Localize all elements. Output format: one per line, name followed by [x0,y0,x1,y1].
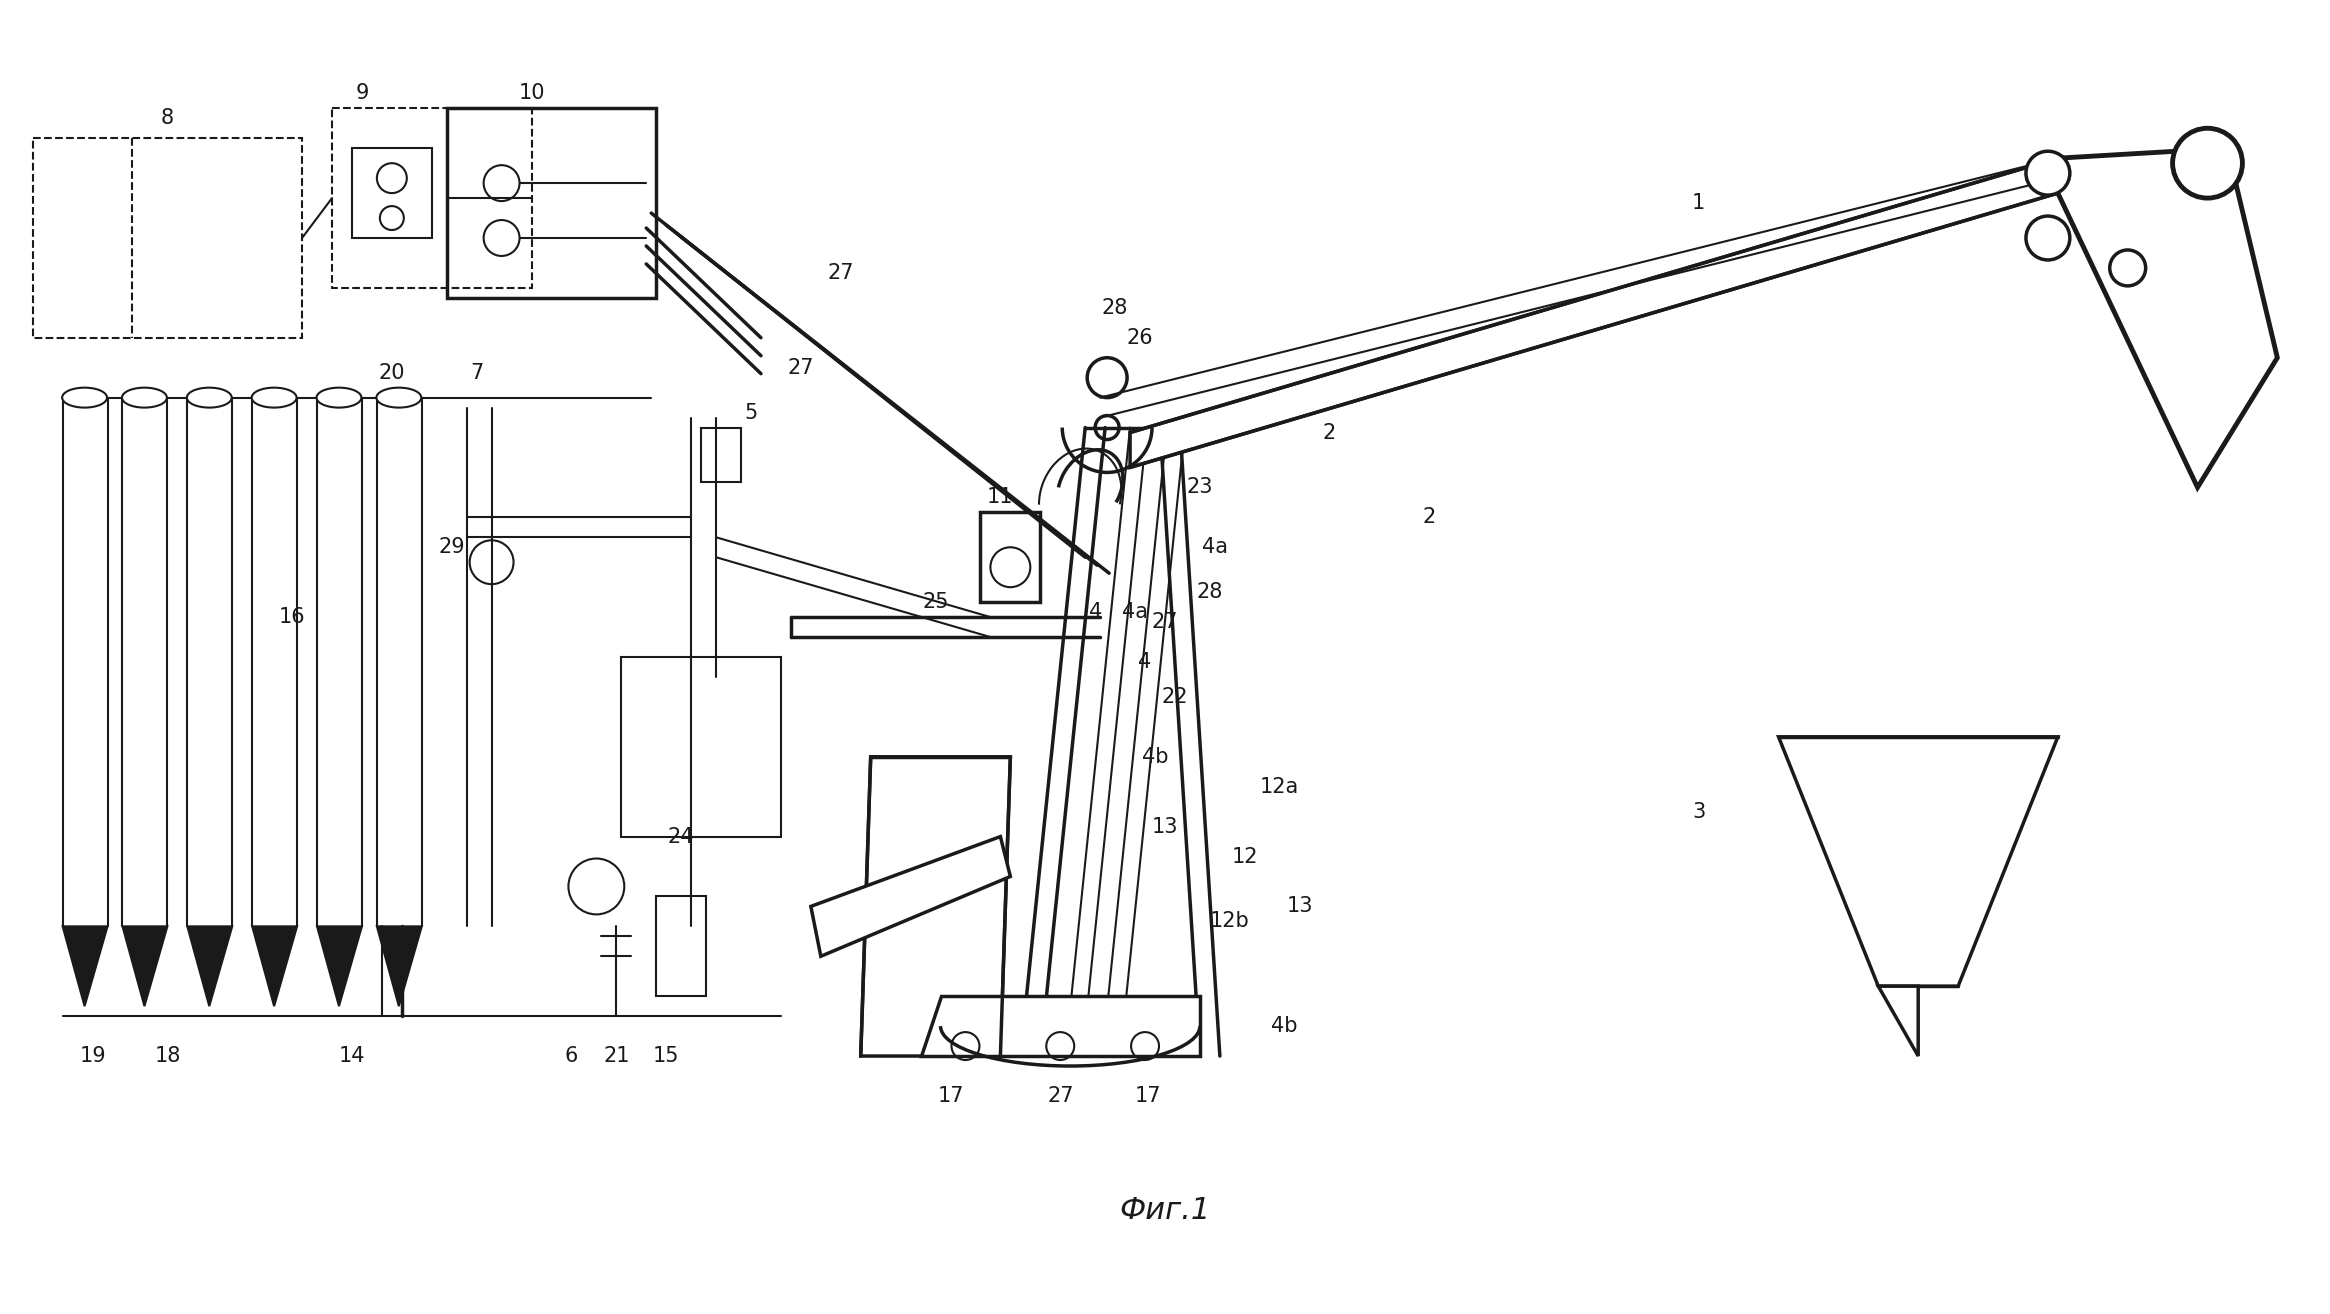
Text: 4: 4 [1139,652,1151,671]
Text: 28: 28 [1198,582,1223,602]
Polygon shape [1878,987,1918,1056]
Text: 29: 29 [438,537,466,557]
Text: 5: 5 [743,402,757,423]
Text: 16: 16 [280,607,305,627]
Polygon shape [377,926,422,1007]
Text: Фиг.1: Фиг.1 [1118,1196,1212,1225]
Text: 2: 2 [1424,507,1435,527]
Text: 23: 23 [1186,477,1214,498]
Text: 26: 26 [1128,327,1153,348]
Text: 2: 2 [1323,423,1335,443]
Text: 14: 14 [338,1046,366,1066]
Ellipse shape [186,388,231,407]
Bar [701,427,741,482]
Text: 12a: 12a [1261,777,1300,796]
Polygon shape [123,926,168,1007]
Text: 12: 12 [1233,846,1258,866]
Ellipse shape [63,388,107,407]
Ellipse shape [252,388,296,407]
Text: 4b: 4b [1142,746,1167,767]
Text: 4: 4 [1088,602,1102,622]
Text: 11: 11 [988,487,1014,507]
Bar [981,512,1039,602]
Ellipse shape [317,388,361,407]
Circle shape [2027,215,2069,260]
Polygon shape [252,926,296,1007]
Bar [657,896,706,996]
Text: 13: 13 [1286,896,1312,916]
Circle shape [2109,250,2146,286]
Bar [352,148,431,238]
Text: 17: 17 [937,1085,965,1106]
Ellipse shape [377,388,422,407]
Circle shape [2027,151,2069,194]
Text: 22: 22 [1163,687,1188,707]
Text: 27: 27 [788,357,813,377]
Polygon shape [920,996,1200,1056]
Polygon shape [1130,158,2057,468]
Text: 13: 13 [1151,816,1179,837]
Text: 15: 15 [652,1046,680,1066]
Text: 8: 8 [161,108,175,129]
Bar [447,108,657,298]
Text: 28: 28 [1102,298,1128,318]
Polygon shape [317,926,361,1007]
Polygon shape [2057,148,2276,487]
Text: 19: 19 [79,1046,105,1066]
Text: 9: 9 [354,83,368,104]
Text: 25: 25 [923,593,948,612]
Bar [622,657,781,837]
Text: 27: 27 [1046,1085,1074,1106]
Circle shape [2172,129,2241,198]
Polygon shape [860,757,1011,1056]
Text: 4b: 4b [1272,1016,1298,1037]
Polygon shape [186,926,233,1007]
Polygon shape [63,926,107,1007]
Text: 21: 21 [603,1046,629,1066]
Text: 1: 1 [1692,193,1706,213]
Text: 3: 3 [1692,802,1706,821]
Ellipse shape [121,388,168,407]
Text: 24: 24 [669,827,694,846]
Polygon shape [1778,737,2057,987]
Text: 7: 7 [471,363,482,382]
Text: 6: 6 [564,1046,578,1066]
Text: 4a: 4a [1123,602,1149,622]
Text: 12b: 12b [1209,912,1249,932]
Text: 27: 27 [827,263,855,283]
Text: 10: 10 [517,83,545,104]
Polygon shape [811,837,1011,957]
Bar [33,138,303,338]
Text: 4a: 4a [1202,537,1228,557]
Bar [331,108,531,288]
Text: 27: 27 [1151,612,1179,632]
Text: 20: 20 [377,363,405,382]
Text: 18: 18 [154,1046,179,1066]
Text: 17: 17 [1135,1085,1160,1106]
